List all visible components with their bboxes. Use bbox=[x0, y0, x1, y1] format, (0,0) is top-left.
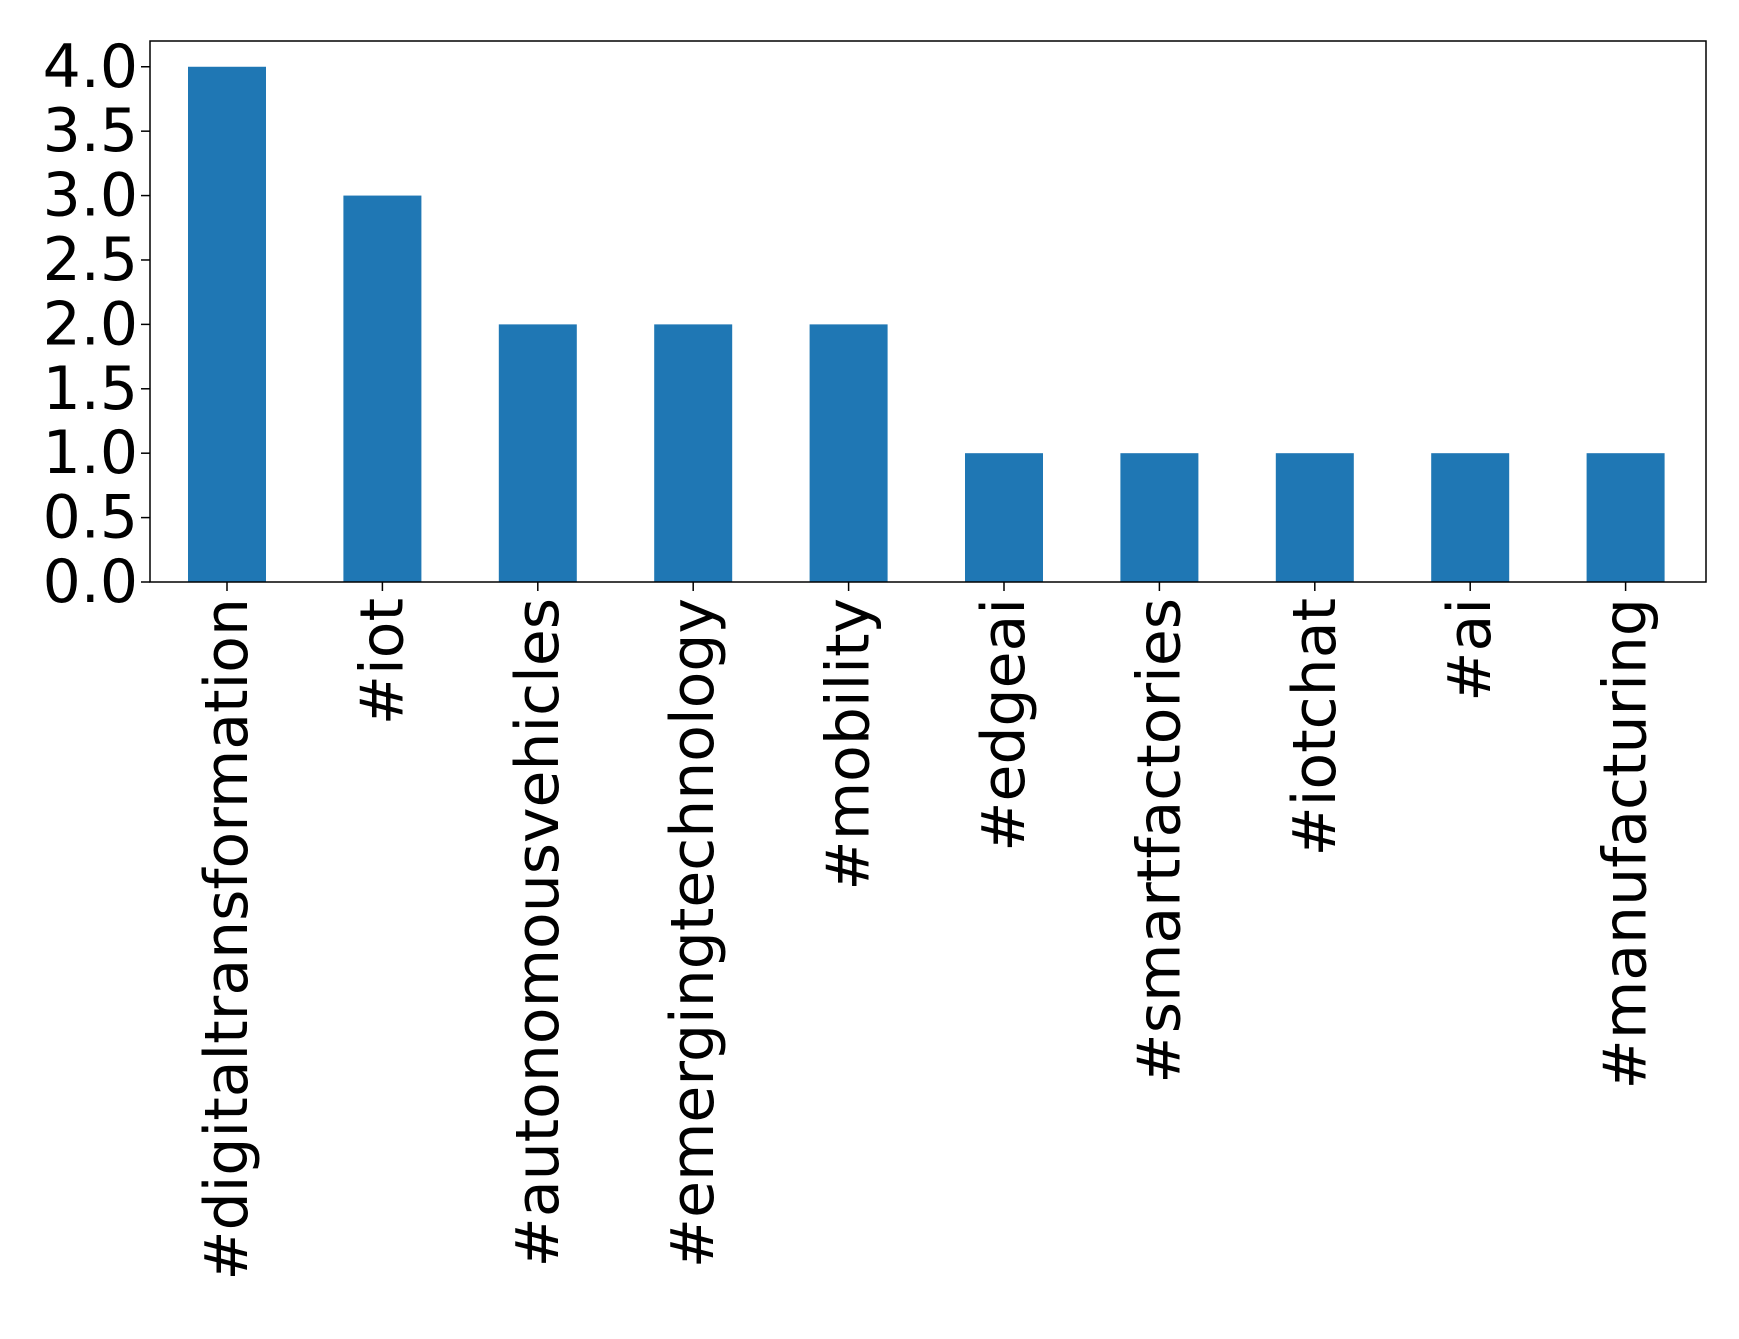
plot-area-frame bbox=[149, 40, 1707, 583]
x-tick-label-9: #manufacturing bbox=[1591, 598, 1661, 1089]
y-tick-label-2: 1.0 bbox=[43, 418, 138, 488]
y-tick-label-1: 0.5 bbox=[43, 483, 138, 553]
bar-0 bbox=[188, 66, 266, 582]
y-axis: 0.00.51.01.52.02.53.03.54.0 bbox=[43, 32, 150, 617]
x-tick-label-7: #iotchat bbox=[1280, 598, 1350, 857]
bar-6 bbox=[1120, 453, 1199, 582]
x-tick-label-4: #mobility bbox=[814, 598, 884, 891]
y-tick-label-8: 4.0 bbox=[43, 32, 138, 102]
x-tick-label-2: #autonomousvehicles bbox=[503, 598, 573, 1267]
y-tick-label-7: 3.5 bbox=[43, 96, 138, 166]
bar-2 bbox=[498, 324, 577, 582]
bar-4 bbox=[809, 324, 888, 582]
bar-3 bbox=[654, 324, 733, 582]
bar-7 bbox=[1275, 453, 1354, 582]
x-tick-label-8: #ai bbox=[1435, 598, 1505, 702]
x-tick-label-5: #edgeai bbox=[969, 598, 1039, 852]
y-tick-label-3: 1.5 bbox=[43, 354, 138, 424]
x-tick-label-3: #emergingtechnology bbox=[658, 598, 728, 1268]
y-tick-label-5: 2.5 bbox=[43, 225, 138, 295]
x-tick-label-6: #smartfactories bbox=[1124, 598, 1194, 1084]
y-tick-label-6: 3.0 bbox=[43, 161, 138, 231]
bars-group bbox=[188, 66, 1665, 583]
x-axis: #digitaltransformation #iot #autonomousveh… bbox=[192, 582, 1661, 1281]
bar-9 bbox=[1586, 453, 1665, 582]
y-tick-label-4: 2.0 bbox=[43, 289, 138, 359]
x-tick-label-1: #iot bbox=[347, 598, 417, 725]
y-tick-label-0: 0.0 bbox=[43, 547, 138, 617]
bar-1 bbox=[343, 195, 422, 583]
x-tick-label-0: #digitaltransformation bbox=[192, 598, 262, 1281]
bar-8 bbox=[1431, 453, 1510, 582]
bar-5 bbox=[965, 453, 1043, 582]
